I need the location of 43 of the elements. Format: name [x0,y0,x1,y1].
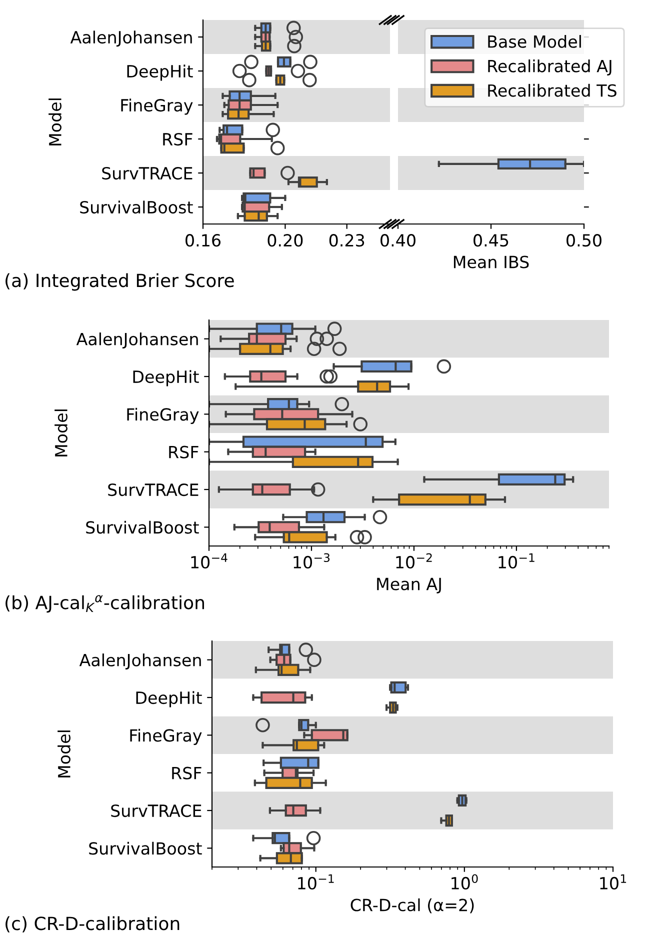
x-tick-label: 0.16 [186,234,221,247]
x-tick-label: 10$^{−1}$ [498,553,534,569]
legend-label: Recalibrated TS [488,84,616,97]
text: (a) Integrated Brier Score [6,273,234,291]
y-tick-label: DeepHit [127,64,193,81]
x-axis-title: Mean IBS [454,256,529,268]
x-tick-label: 0.45 [474,234,508,247]
x-tick-label: 10$^{−4}$ [191,553,228,569]
y-tick-label: FineGray [121,98,193,115]
y-tick-label: AalenJohansen [70,30,192,47]
x-tick-label: 0.50 [566,234,602,247]
y-axis-title: Model [54,410,68,456]
y-tick-label: AalenJohansen [76,332,198,348]
y-tick-label: DeepHit [133,370,199,386]
x-axis-title: Mean AJ [377,578,441,594]
x-tick-label: 10$^{−1}$ [298,874,334,890]
y-tick-label: SurvTRACE [108,483,198,496]
x-tick-label: 10$^{−3}$ [294,553,330,568]
x-tick-label: 10$^{−2}$ [396,553,432,568]
x-tick-label: 0.20 [268,234,303,247]
y-tick-label: SurvivalBoost [80,200,193,214]
y-tick-label: FineGray [130,728,202,745]
text: (b) AJ-cal$_{K}$$^{α}$-calibration [6,595,204,613]
legend-label: Base Model [488,35,581,48]
y-tick-label: SurvivalBoost [86,520,199,534]
text: (c) CR-D-calibration [6,916,180,932]
x-axis-title: CR-D-cal (α=2) [350,898,474,914]
y-tick-label: RSF [169,446,198,458]
y-tick-label: RSF [163,132,192,146]
x-tick-label: 0.23 [329,234,364,247]
y-tick-label: SurvTRACE [102,166,192,180]
y-axis-title: Model [58,730,70,778]
y-tick-label: AalenJohansen [79,654,201,670]
y-tick-label: SurvivalBoost [89,842,202,855]
y-tick-label: DeepHit [136,691,202,708]
x-tick-label: 0.40 [380,234,416,247]
x-tick-label: 10$^{0}$ [452,874,478,890]
x-tick-label: 10$^{1}$ [600,874,626,890]
legend-label: Recalibrated AJ [488,59,612,76]
y-tick-label: SurvTRACE [111,804,202,818]
y-tick-label: FineGray [127,408,199,424]
y-tick-label: RSF [172,766,202,780]
y-axis-title: Model [48,98,62,146]
